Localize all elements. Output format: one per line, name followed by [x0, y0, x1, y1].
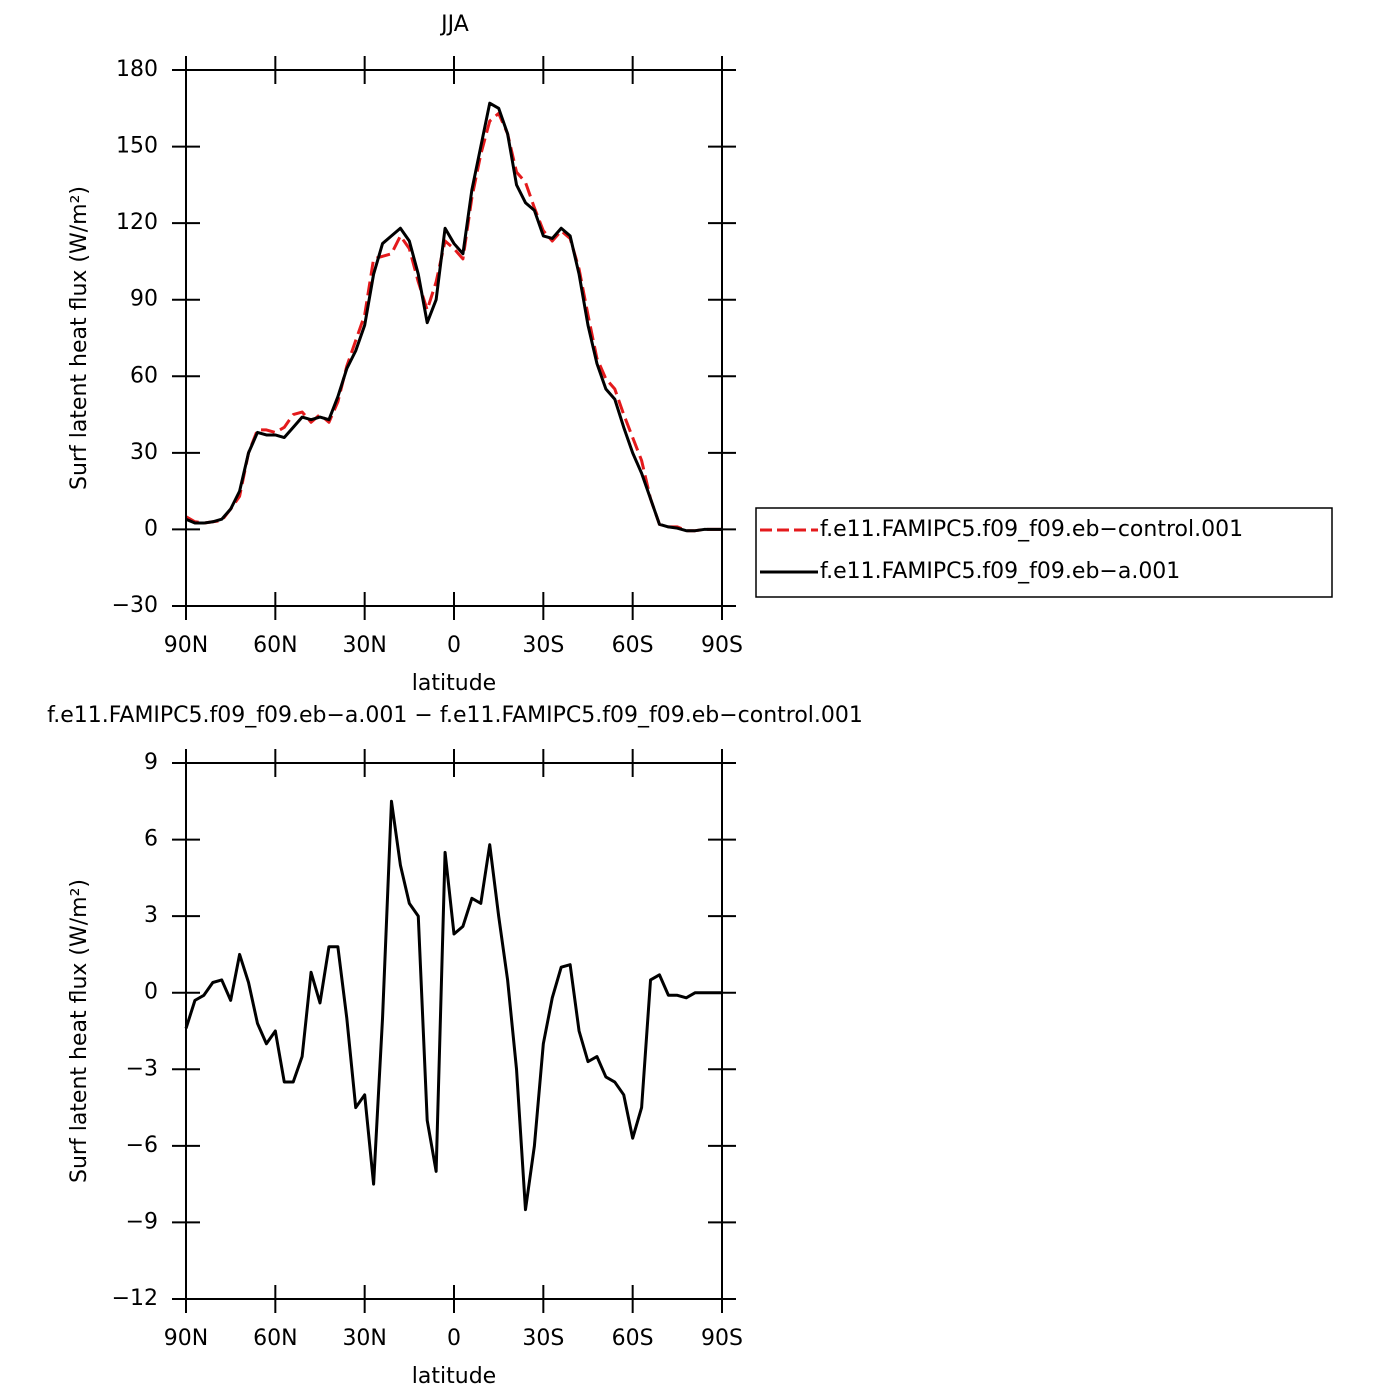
plot-frame [185, 69, 723, 607]
x-tick-label: 60S [612, 1326, 654, 1351]
chart-title: JJA [439, 12, 469, 37]
y-tick-label: −3 [126, 1056, 158, 1081]
y-tick-label: 180 [116, 57, 158, 82]
y-tick-label: 150 [116, 134, 158, 159]
legend-box [755, 507, 1333, 598]
x-tick-label: 90N [164, 1326, 208, 1351]
x-tick-label: 0 [447, 1326, 461, 1351]
data-line [185, 101, 722, 533]
y-tick-label: −12 [112, 1286, 158, 1311]
y-tick-label: 3 [144, 903, 158, 928]
y-axis-label: Surf latent heat flux (W/m²) [67, 879, 92, 1183]
plot-frame [185, 762, 723, 1300]
chart-title: f.e11.FAMIPC5.f09_f09.eb−a.001 − f.e11.F… [47, 703, 863, 728]
y-tick-label: −30 [112, 593, 158, 618]
y-tick-label: 6 [144, 827, 158, 852]
x-axis-label: latitude [412, 671, 496, 696]
data-line [184, 799, 722, 1212]
y-tick-label: 30 [130, 440, 158, 465]
y-tick-label: 120 [116, 210, 158, 235]
x-axis-label: latitude [412, 1364, 496, 1389]
y-tick-label: −6 [126, 1133, 158, 1158]
legend-label: f.e11.FAMIPC5.f09_f09.eb−a.001 [820, 559, 1180, 584]
x-tick-label: 30N [342, 633, 386, 658]
y-axis-label: Surf latent heat flux (W/m²) [67, 186, 92, 490]
x-tick-label: 90S [701, 1326, 743, 1351]
x-tick-label: 60S [612, 633, 654, 658]
y-tick-label: 9 [144, 750, 158, 775]
x-tick-label: 90N [164, 633, 208, 658]
y-tick-label: 0 [144, 980, 158, 1005]
x-tick-label: 90S [701, 633, 743, 658]
legend-label: f.e11.FAMIPC5.f09_f09.eb−control.001 [820, 517, 1243, 542]
x-tick-label: 0 [447, 633, 461, 658]
x-tick-label: 60N [253, 633, 297, 658]
y-tick-label: 90 [130, 287, 158, 312]
x-tick-label: 30N [342, 1326, 386, 1351]
x-tick-label: 30S [522, 633, 564, 658]
data-line [185, 111, 722, 533]
x-tick-label: 30S [522, 1326, 564, 1351]
y-tick-label: −9 [126, 1209, 158, 1234]
y-tick-label: 0 [144, 516, 158, 541]
x-tick-label: 60N [253, 1326, 297, 1351]
y-tick-label: 60 [130, 363, 158, 388]
